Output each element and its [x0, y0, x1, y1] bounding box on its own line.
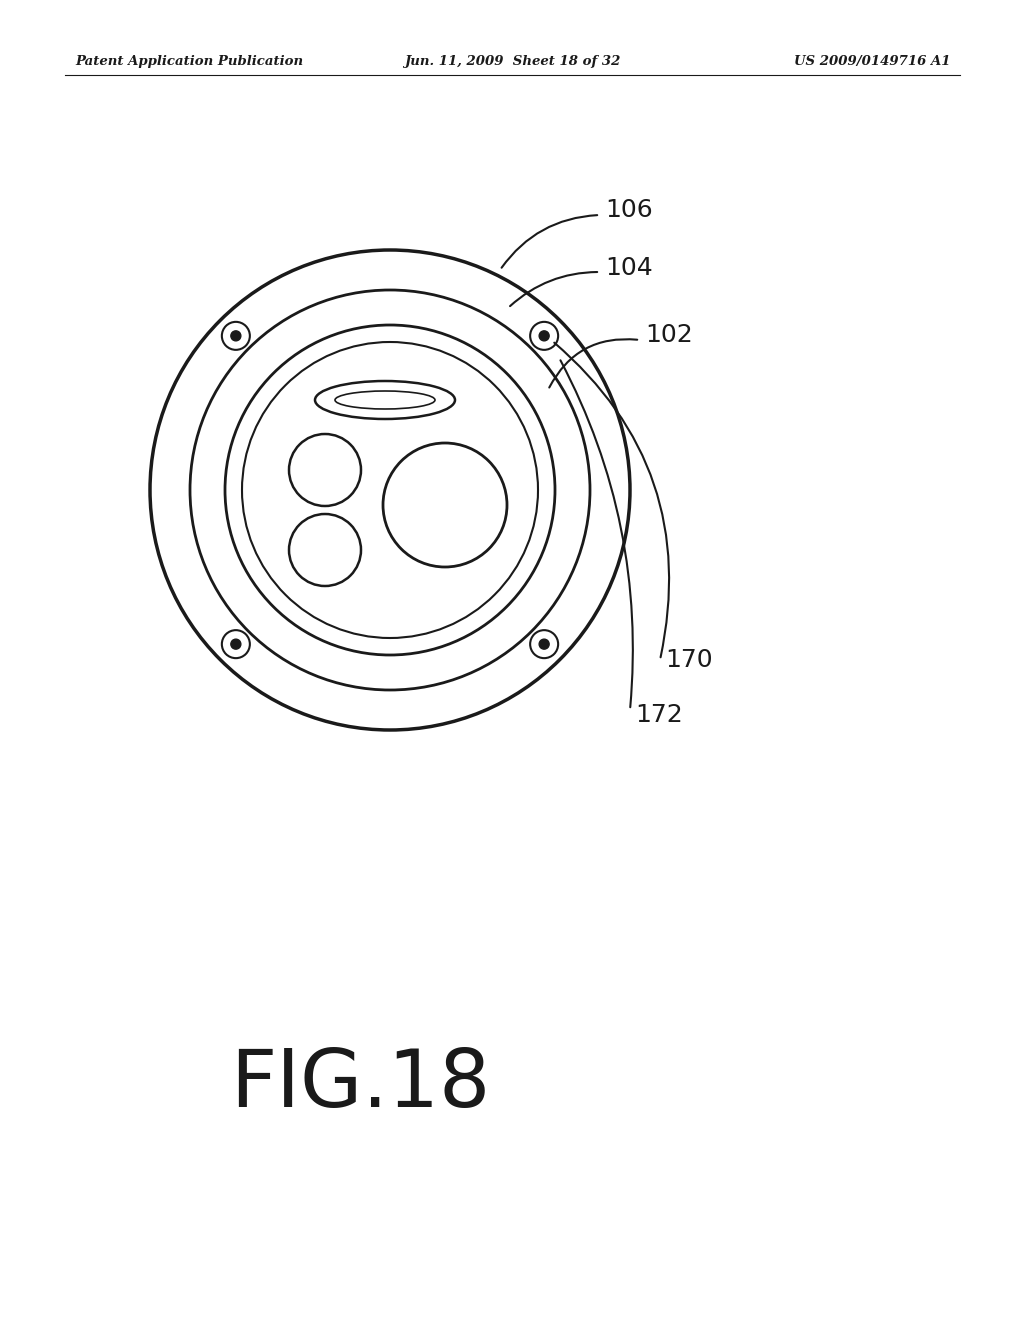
Text: Patent Application Publication: Patent Application Publication [75, 55, 303, 69]
Text: FIG.18: FIG.18 [230, 1045, 490, 1125]
Text: US 2009/0149716 A1: US 2009/0149716 A1 [794, 55, 950, 69]
Text: 170: 170 [665, 648, 713, 672]
Circle shape [540, 639, 549, 649]
Circle shape [540, 331, 549, 341]
Text: 172: 172 [635, 704, 683, 727]
Text: Jun. 11, 2009  Sheet 18 of 32: Jun. 11, 2009 Sheet 18 of 32 [403, 55, 621, 69]
Circle shape [230, 639, 241, 649]
Circle shape [230, 331, 241, 341]
Text: 104: 104 [605, 256, 652, 280]
Text: 102: 102 [645, 323, 693, 347]
Text: 106: 106 [605, 198, 652, 222]
